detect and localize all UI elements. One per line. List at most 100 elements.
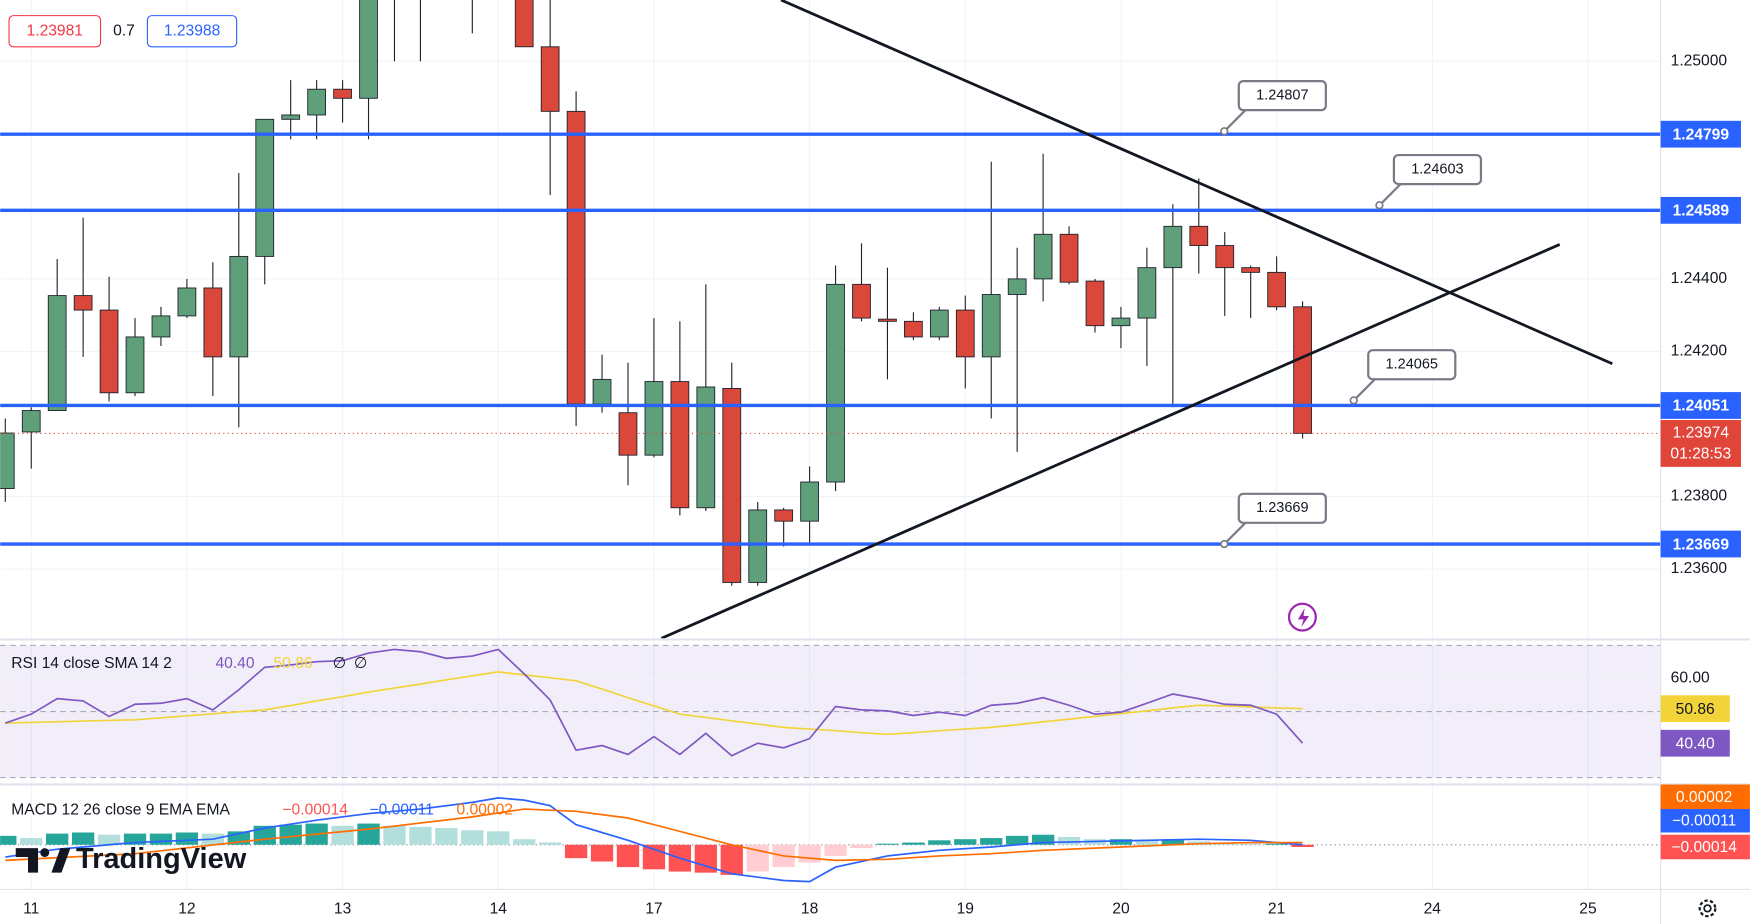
macd-value-label: 0.00002 (1676, 789, 1732, 806)
candle-body (1111, 317, 1131, 327)
alert-icon[interactable] (1287, 602, 1317, 632)
candle-body (566, 110, 586, 405)
callout-pointer (1223, 522, 1247, 545)
histogram-bar (1031, 834, 1055, 845)
candle-body (177, 287, 197, 317)
candle-body (1163, 225, 1183, 269)
level-label-box (1660, 120, 1741, 148)
level-label: 1.24051 (1673, 398, 1730, 415)
histogram-bar (1057, 836, 1081, 845)
candle-body (852, 283, 871, 319)
callout-box (1367, 349, 1457, 381)
candle-body (722, 387, 742, 583)
x-tick-label: 19 (957, 901, 974, 918)
rsi-legend: RSI 14 close SMA 14 2 (11, 655, 172, 672)
candle-body (1033, 233, 1053, 280)
histogram-bar (798, 844, 821, 863)
logo: TradingView (15, 843, 247, 875)
candle-body (904, 320, 923, 338)
histogram-bar (409, 826, 432, 845)
ask-price: 1.23988 (164, 22, 220, 39)
x-tick-label: 17 (645, 901, 662, 918)
histogram-bar (1109, 839, 1133, 845)
last-price-label: 1.23974 (1673, 425, 1730, 442)
histogram-bar (876, 843, 899, 845)
candle-body (774, 509, 794, 522)
y-tick-label: 1.24400 (1671, 270, 1728, 287)
callout-anchor (1220, 127, 1229, 136)
histogram-bar (980, 838, 1003, 845)
candle-body (359, 0, 378, 99)
histogram-bar (331, 825, 354, 845)
level-label-box (1660, 530, 1741, 558)
y-tick-label: 1.23800 (1671, 488, 1728, 505)
candle-body (1293, 306, 1312, 434)
candle-body (670, 381, 690, 509)
macd-legend: MACD 12 26 close 9 EMA EMA (11, 801, 230, 818)
alert-bolt[interactable] (1297, 608, 1310, 628)
logo-mark (51, 848, 71, 873)
candle-body (540, 46, 560, 112)
histogram-bar (383, 825, 406, 845)
candle-body (1007, 278, 1027, 295)
x-tick-label: 18 (801, 901, 818, 918)
histogram-bar (1265, 843, 1288, 845)
macd-value-label: −0.00011 (1672, 812, 1736, 829)
histogram-bar (1239, 843, 1262, 845)
ask-box (146, 15, 238, 48)
rsi-value-box (1660, 695, 1730, 723)
settings-icon[interactable] (1698, 899, 1717, 918)
candle-body (1085, 280, 1105, 327)
histogram-bar (123, 833, 147, 845)
candle-body (592, 378, 612, 405)
macd-legend-value: 0.00002 (457, 801, 513, 818)
candle-body (1059, 233, 1079, 283)
logo-mark (15, 848, 39, 873)
gear[interactable] (1698, 899, 1717, 918)
level-label: 1.24799 (1673, 126, 1730, 143)
macd-value-box (1660, 834, 1750, 860)
rsi-legend-symbol: ∅ (333, 655, 347, 672)
x-tick-label: 13 (334, 901, 351, 918)
candle-body (800, 481, 819, 522)
callout-box (1237, 79, 1327, 112)
candle-body (307, 88, 327, 116)
candle-body (255, 118, 275, 257)
callout-anchor (1220, 539, 1229, 549)
histogram-bar (564, 844, 588, 859)
candle-body (99, 309, 119, 394)
candle-body (878, 318, 897, 322)
rsi-pane (0, 644, 1661, 779)
histogram-bar (20, 838, 43, 845)
macd-line (5, 797, 1303, 883)
histogram-bar (1291, 844, 1314, 847)
histogram-bar (0, 835, 17, 845)
histogram-bar (97, 834, 121, 845)
candle-body (0, 432, 15, 489)
quote-box: 1.23981 0.7 1.23988 (8, 15, 238, 48)
x-tick-label: 11 (23, 901, 39, 918)
x-tick-label: 12 (178, 901, 195, 918)
countdown: 01:28:53 (1670, 446, 1731, 463)
rsi-value-box (1660, 729, 1730, 757)
y-tick-label: 1.25000 (1671, 52, 1728, 69)
callout-box (1237, 492, 1327, 524)
histogram-bar (46, 833, 69, 845)
histogram-bar (720, 844, 743, 875)
x-tick-label: 25 (1579, 901, 1597, 918)
histogram-bar (694, 844, 717, 873)
candle-body (47, 295, 67, 412)
histogram-bar (902, 842, 925, 845)
last-price-box (1660, 420, 1741, 467)
candle-body (929, 309, 949, 338)
histogram-bar (435, 828, 458, 845)
candle-body (333, 88, 352, 99)
candle-body (125, 336, 145, 394)
candle-body (21, 410, 41, 433)
gear-center[interactable] (1703, 904, 1712, 913)
candle-body (203, 287, 223, 358)
y-tick-label: 1.24200 (1671, 343, 1728, 360)
rsi-legend-symbol: ∅ (354, 655, 368, 672)
